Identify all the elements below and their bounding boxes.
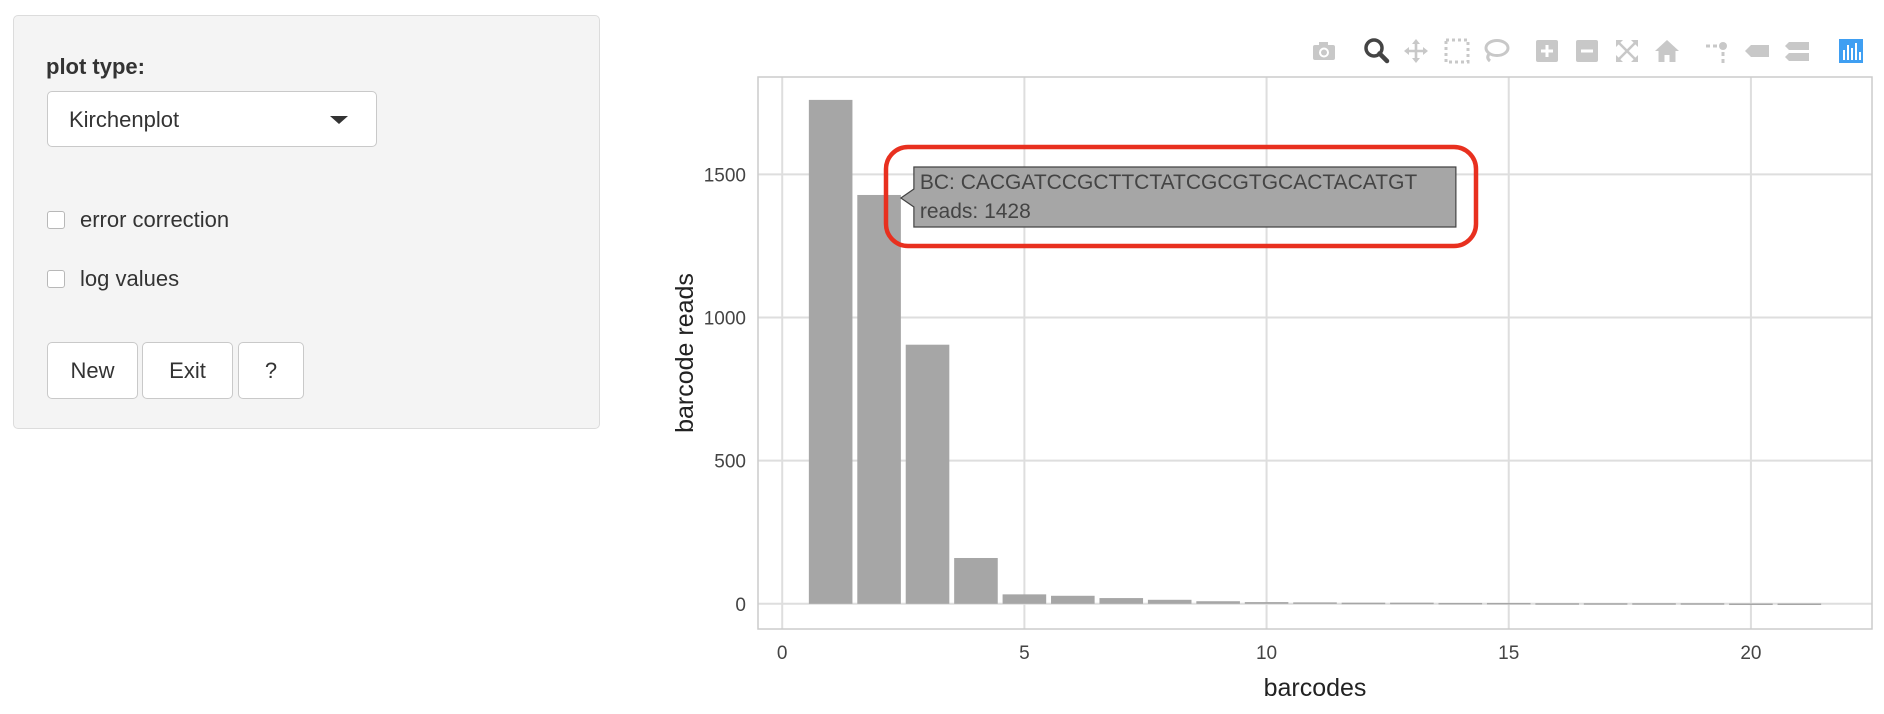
plot-area-frame [757, 76, 1873, 630]
bar[interactable] [1196, 601, 1240, 604]
bar[interactable] [1486, 602, 1531, 605]
zoom-in-icon[interactable] [1532, 36, 1562, 66]
bar[interactable] [1293, 602, 1337, 604]
x-axis-label: barcodes [1264, 674, 1367, 702]
hover-compare-icon[interactable] [1782, 36, 1812, 66]
bar[interactable] [1051, 595, 1095, 604]
error-correction-row[interactable]: error correction [47, 205, 229, 235]
zoom-out-icon[interactable] [1572, 36, 1602, 66]
bar[interactable] [857, 194, 901, 604]
camera-icon[interactable] [1309, 36, 1339, 66]
lasso-select-icon[interactable] [1481, 36, 1511, 66]
hover-closest-icon[interactable] [1742, 36, 1772, 66]
bar[interactable] [808, 99, 853, 604]
chevron-down-icon [330, 116, 348, 124]
hover-tooltip: BC: CACGATCCGCTTCTATCGCGTGCACTACATGT rea… [899, 166, 1457, 228]
sidebar-panel: plot type: Kirchenplot error correction … [13, 15, 600, 429]
x-tick-label: 5 [1019, 643, 1030, 664]
plot-type-selected-value: Kirchenplot [69, 107, 180, 132]
x-tick-label: 20 [1740, 643, 1761, 664]
y-tick-label: 1000 [704, 308, 746, 329]
plot-type-label: plot type: [46, 54, 145, 79]
pan-icon[interactable] [1401, 36, 1431, 66]
plotly-logo-icon[interactable] [1836, 36, 1866, 66]
box-select-icon[interactable] [1442, 36, 1472, 66]
x-tick-label: 10 [1256, 643, 1277, 664]
log-values-row[interactable]: log values [47, 264, 179, 294]
bar[interactable] [1438, 602, 1483, 605]
annotation-highlight-box [883, 144, 1479, 249]
x-tick-label: 15 [1498, 643, 1519, 664]
bar[interactable] [1390, 602, 1434, 605]
bar[interactable] [1099, 598, 1144, 604]
autoscale-icon[interactable] [1612, 36, 1642, 66]
y-tick-label: 0 [735, 595, 746, 616]
exit-button[interactable]: Exit [142, 342, 233, 399]
error-correction-checkbox[interactable] [47, 211, 65, 229]
reset-axes-icon[interactable] [1652, 36, 1682, 66]
y-tick-label: 1500 [704, 165, 746, 186]
bar[interactable] [1583, 603, 1628, 605]
bar[interactable] [1680, 603, 1725, 605]
tooltip-barcode-text: BC: CACGATCCGCTTCTATCGCGTGCACTACATGT [920, 171, 1418, 194]
bar[interactable] [1632, 603, 1676, 605]
bar[interactable] [1341, 602, 1386, 605]
new-button[interactable]: New [47, 342, 138, 399]
bars[interactable] [808, 99, 1822, 606]
zoom-icon[interactable] [1361, 36, 1391, 66]
spike-lines-icon[interactable] [1702, 36, 1732, 66]
bar[interactable] [1002, 594, 1047, 604]
bar[interactable] [1535, 603, 1579, 605]
tooltip-reads-text: reads: 1428 [920, 200, 1031, 223]
y-tick-labels: 0 500 1000 1500 [704, 165, 746, 615]
y-axis-label: barcode reads [671, 273, 699, 433]
bar[interactable] [905, 344, 950, 604]
bar[interactable] [1729, 603, 1773, 606]
y-tick-label: 500 [714, 452, 746, 473]
help-button[interactable]: ? [238, 342, 304, 399]
x-tick-label: 0 [777, 643, 788, 664]
error-correction-label: error correction [80, 207, 230, 232]
bar[interactable] [1777, 603, 1822, 606]
bar[interactable] [954, 557, 998, 604]
log-values-checkbox[interactable] [47, 270, 65, 288]
bar[interactable] [1147, 599, 1192, 604]
x-tick-labels: 0 5 10 15 20 [777, 643, 1762, 664]
log-values-label: log values [80, 266, 180, 291]
tooltip-box [899, 166, 1457, 228]
plot-type-select[interactable]: Kirchenplot [47, 91, 377, 147]
bar[interactable] [1244, 602, 1289, 604]
